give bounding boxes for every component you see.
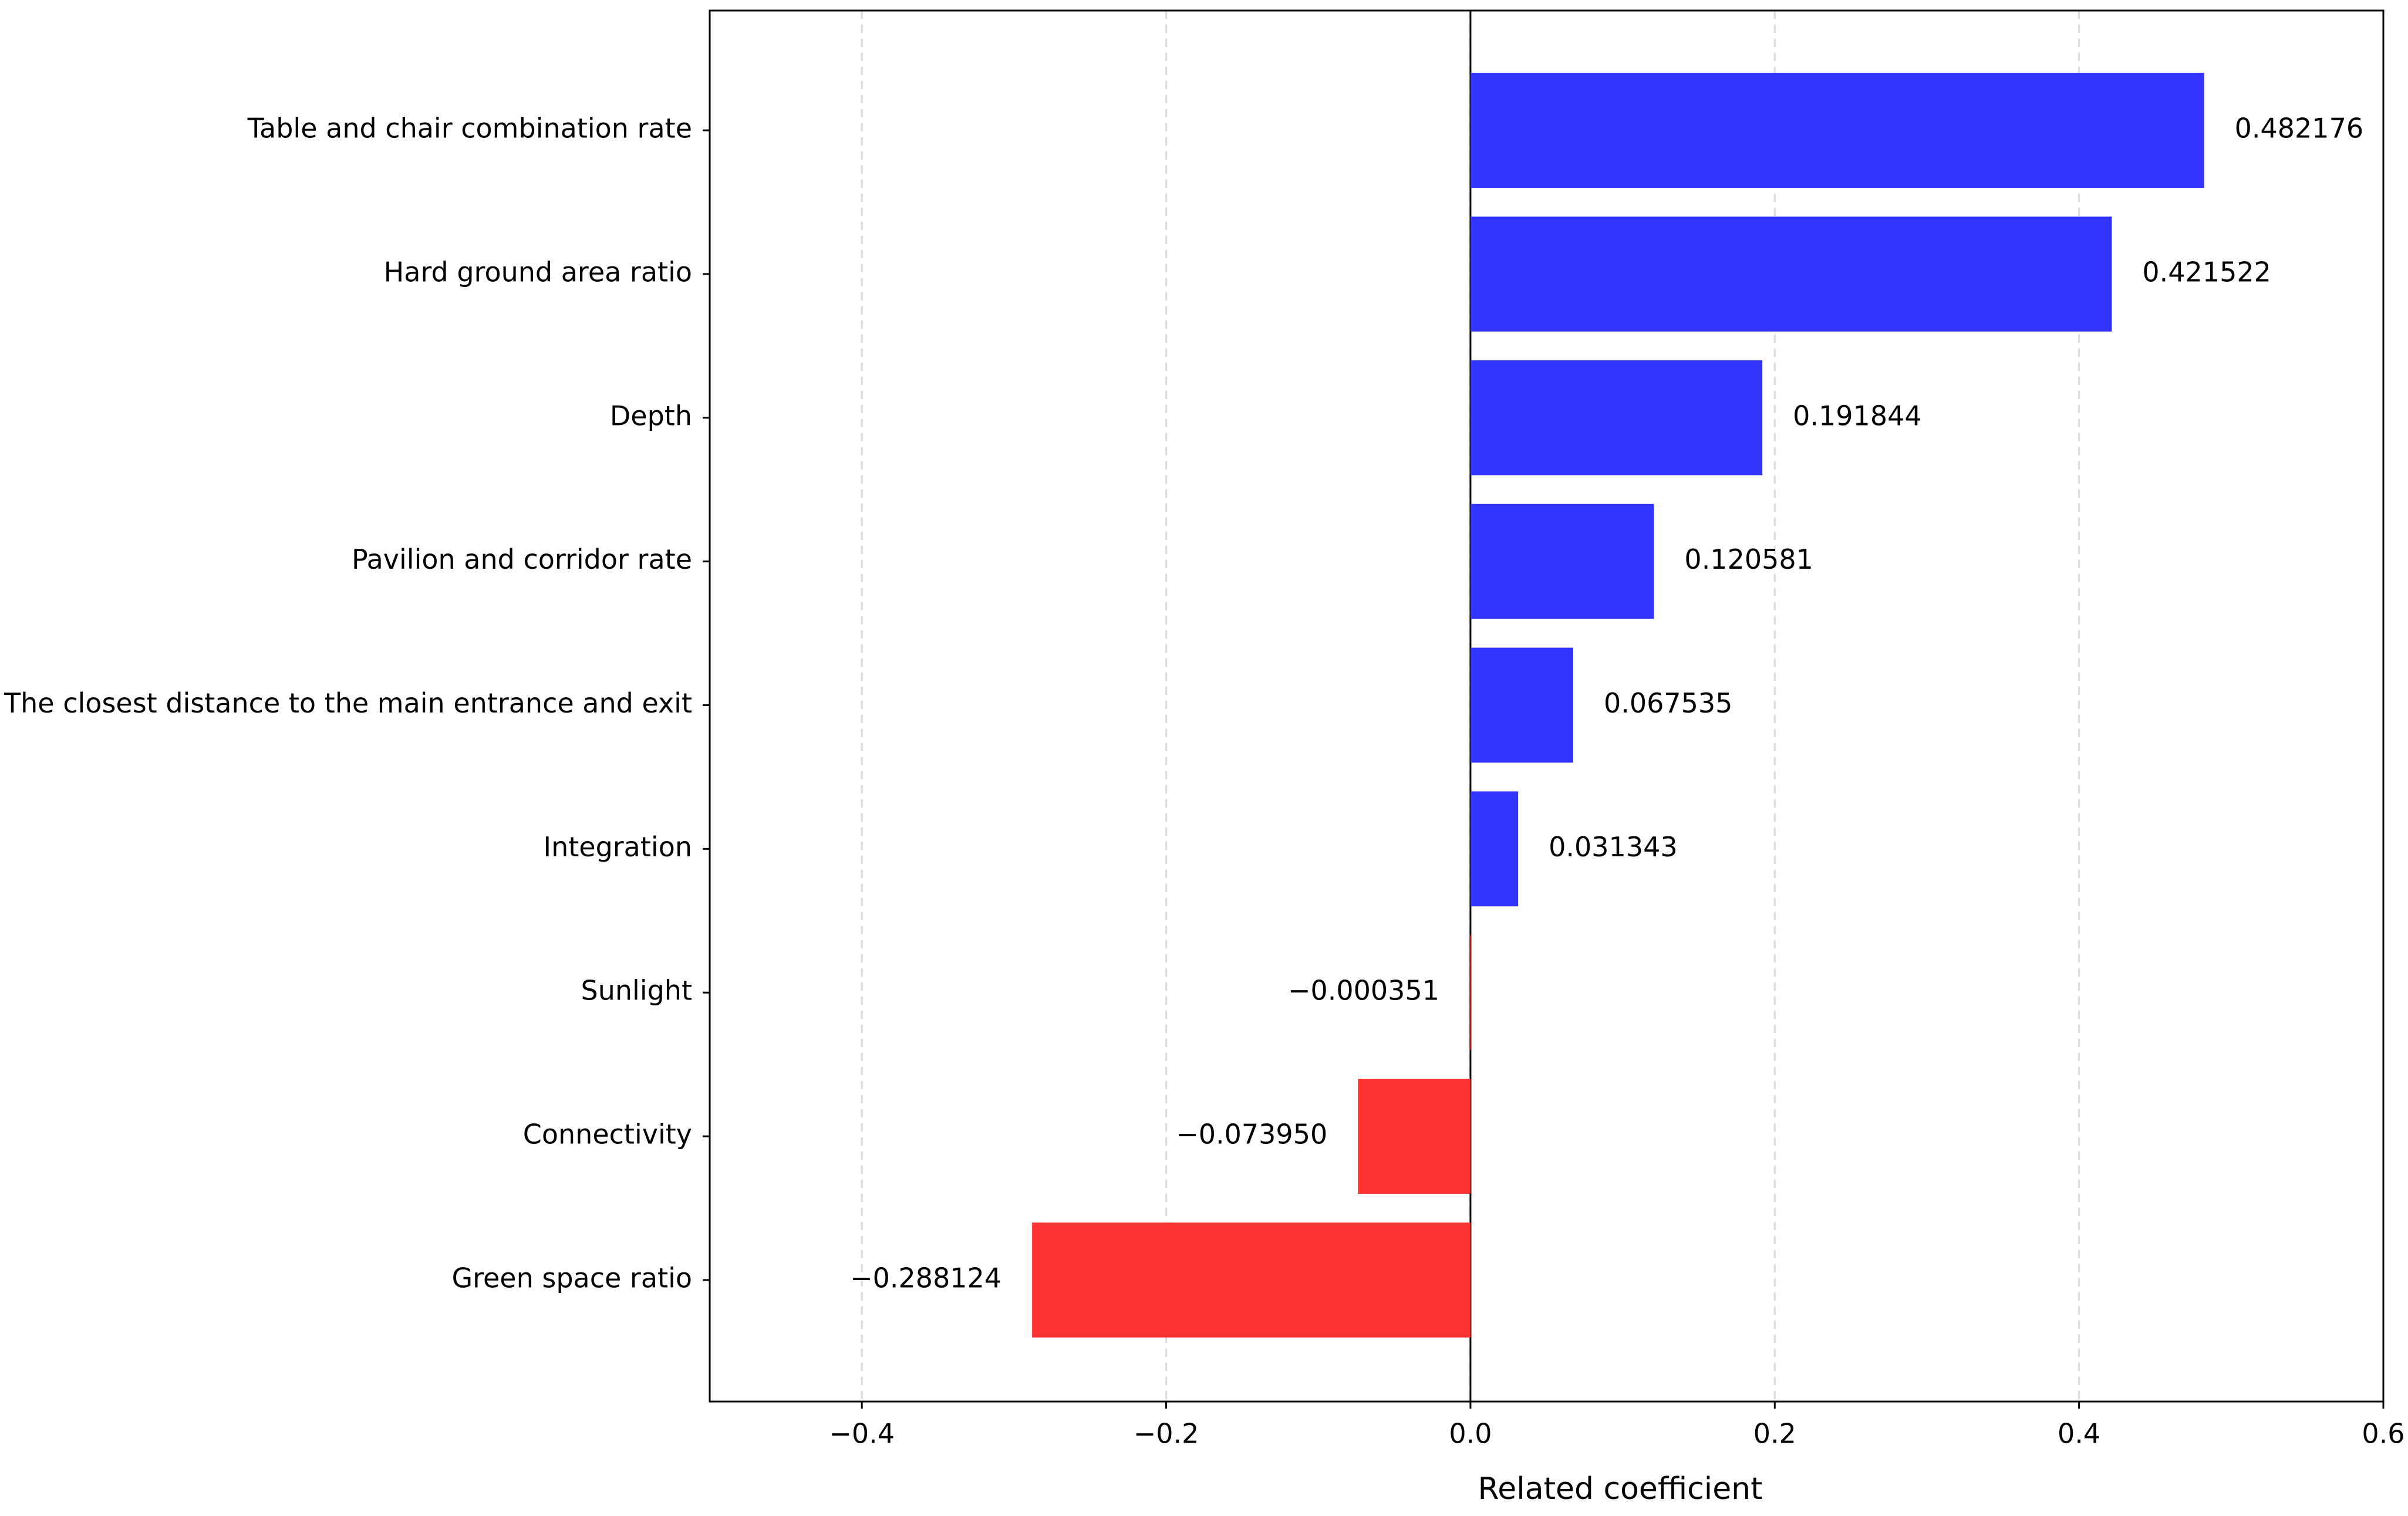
x-tick-label: 0.2: [1753, 1418, 1796, 1450]
bar: [1032, 1222, 1471, 1338]
plot-frame: [709, 9, 2385, 1403]
bar: [1470, 216, 2112, 332]
bar: [1469, 935, 1471, 1051]
bar: [1470, 73, 2204, 188]
value-label: −0.000351: [1288, 975, 1439, 1007]
y-tick-label: Green space ratio: [451, 1262, 692, 1294]
value-label: 0.191844: [1793, 400, 1922, 431]
bar: [1358, 1079, 1471, 1194]
value-label: 0.120581: [1684, 543, 1813, 575]
y-tick-label: The closest distance to the main entranc…: [4, 687, 692, 719]
y-tick-label: Pavilion and corridor rate: [352, 543, 692, 575]
y-tick-label: Connectivity: [523, 1119, 692, 1150]
y-tick-label: Integration: [544, 831, 692, 863]
y-tick-label: Sunlight: [581, 975, 692, 1007]
bar: [1470, 360, 1763, 475]
bar: [1470, 504, 1654, 619]
y-tick-label: Depth: [610, 400, 692, 431]
x-tick-label: 0.6: [2362, 1418, 2404, 1450]
x-tick-label: −0.4: [829, 1418, 895, 1450]
x-axis-title: Related coefficient: [1478, 1471, 1762, 1507]
bar: [1470, 791, 1519, 907]
x-tick-label: 0.0: [1449, 1418, 1492, 1450]
bar: [1470, 647, 1573, 763]
value-label: 0.067535: [1604, 687, 1733, 719]
x-tick-label: 0.4: [2058, 1418, 2100, 1450]
value-label: 0.421522: [2142, 256, 2271, 288]
value-label: 0.031343: [1549, 831, 1678, 863]
value-label: −0.288124: [850, 1262, 1001, 1294]
value-label: 0.482176: [2235, 113, 2364, 144]
y-tick-label: Table and chair combination rate: [247, 113, 692, 144]
x-tick-label: −0.2: [1134, 1418, 1199, 1450]
value-label: −0.073950: [1176, 1119, 1327, 1150]
y-tick-label: Hard ground area ratio: [384, 256, 692, 288]
